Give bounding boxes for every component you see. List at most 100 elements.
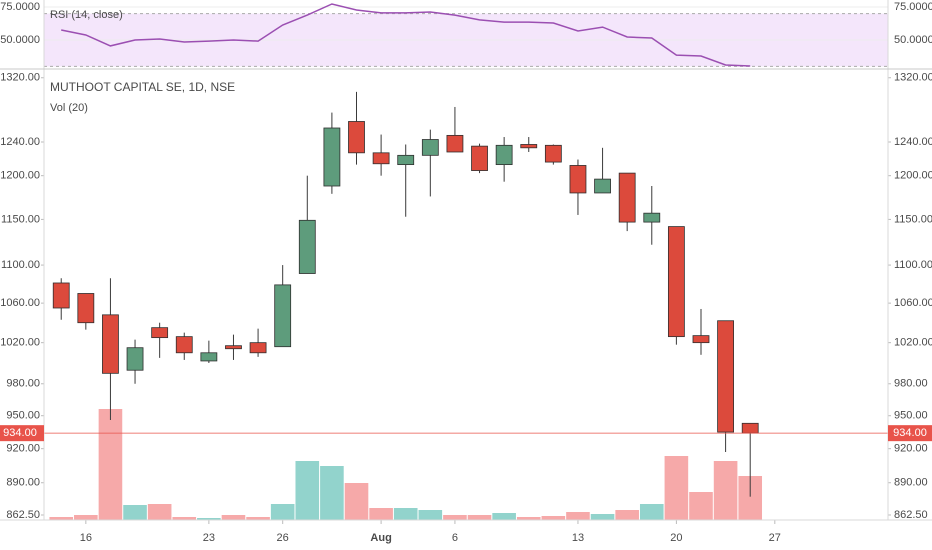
candle-body xyxy=(274,284,292,348)
rsi-label: RSI (14, close) xyxy=(50,9,123,21)
candle-body xyxy=(52,282,70,309)
y-tick-label: 890.00 xyxy=(6,477,40,489)
y-tick-label: 1240.00 xyxy=(0,136,40,148)
y-tick-label: 920.00 xyxy=(894,443,928,455)
x-tick-label: Aug xyxy=(370,532,391,544)
candle-body xyxy=(717,320,734,433)
candle-body xyxy=(200,352,218,362)
last-price-box xyxy=(0,425,44,442)
volume-bar xyxy=(467,515,492,520)
candle-body xyxy=(175,336,193,354)
last-price-box xyxy=(888,425,932,442)
volume-bar xyxy=(197,518,221,520)
volume-bar xyxy=(270,504,295,520)
candle-body xyxy=(77,293,95,324)
rsi-line xyxy=(61,3,751,67)
volume-bar xyxy=(369,508,393,520)
candle-body xyxy=(446,134,464,153)
y-tick-label: 980.00 xyxy=(894,378,928,390)
volume-bar xyxy=(713,461,738,520)
volume-bar xyxy=(344,483,369,520)
y-tick-label: 1240.00 xyxy=(894,136,932,148)
candle-body xyxy=(569,165,587,194)
candle-body xyxy=(102,314,119,374)
volume-label: Vol (20) xyxy=(50,102,88,114)
volume-bar xyxy=(221,515,246,520)
x-tick-label: 6 xyxy=(452,532,458,544)
volume-bar xyxy=(516,517,541,520)
candle-body xyxy=(249,342,267,354)
volume-bar xyxy=(689,492,713,520)
y-tick-label: 890.00 xyxy=(894,477,928,489)
rsi-tick-label: 50.0000 xyxy=(894,34,932,46)
candle-body xyxy=(348,121,365,154)
candle-body xyxy=(397,154,415,166)
x-tick-label: 16 xyxy=(80,532,92,544)
volume-bar xyxy=(172,517,197,520)
candle-body xyxy=(421,139,439,156)
y-tick-label: 1320.00 xyxy=(0,72,40,84)
volume-bar xyxy=(492,513,516,520)
x-tick-label: 26 xyxy=(277,532,289,544)
candle-body xyxy=(594,178,611,194)
last-price-label: 934.00 xyxy=(893,427,927,439)
volume-bar xyxy=(147,504,172,520)
candle-body xyxy=(495,144,513,166)
candle-body xyxy=(667,226,685,338)
y-tick-label: 1020.00 xyxy=(0,337,40,349)
y-tick-label: 1150.00 xyxy=(1,213,40,225)
volume-bar xyxy=(615,510,639,520)
y-tick-label: 1100.00 xyxy=(1,259,40,271)
y-tick-label: 1060.00 xyxy=(0,297,40,309)
y-tick-label: 862.50 xyxy=(894,509,928,521)
candle-body xyxy=(741,422,759,434)
candle-body xyxy=(520,144,538,149)
candle-body xyxy=(618,172,636,223)
volume-bar xyxy=(295,461,320,520)
volume-bar xyxy=(393,508,418,520)
rsi-tick-label: 75.0000 xyxy=(0,1,40,13)
volume-bar xyxy=(664,456,689,520)
volume-bar xyxy=(590,514,615,520)
candle-body xyxy=(471,145,488,171)
volume-bar xyxy=(738,476,763,520)
volume-bar xyxy=(320,466,344,520)
candle-body xyxy=(126,347,144,371)
y-tick-label: 1150.00 xyxy=(894,213,932,225)
volume-bar xyxy=(418,510,443,520)
volume-bar xyxy=(541,516,566,520)
volume-bar xyxy=(566,512,590,520)
volume-bar xyxy=(74,515,98,520)
volume-bar xyxy=(123,505,147,520)
y-tick-label: 1200.00 xyxy=(0,170,40,182)
rsi-tick-label: 50.0000 xyxy=(0,34,40,46)
volume-bar xyxy=(49,517,74,520)
last-price-label: 934.00 xyxy=(3,427,37,439)
x-tick-label: 13 xyxy=(572,532,584,544)
candle-body xyxy=(298,219,316,274)
candle-body xyxy=(225,345,242,350)
y-tick-label: 920.00 xyxy=(6,443,40,455)
x-tick-label: 23 xyxy=(203,532,215,544)
y-tick-label: 1320.00 xyxy=(894,72,932,84)
y-tick-label: 950.00 xyxy=(6,410,40,422)
volume-bar xyxy=(246,517,270,520)
y-tick-label: 950.00 xyxy=(894,410,928,422)
y-tick-label: 1100.00 xyxy=(894,259,932,271)
x-tick-label: 27 xyxy=(769,532,781,544)
candle-body xyxy=(643,212,661,223)
x-tick-label: 20 xyxy=(670,532,682,544)
candle-body xyxy=(544,144,562,163)
candle-body xyxy=(151,327,169,339)
candle-body xyxy=(692,335,710,344)
y-tick-label: 1020.00 xyxy=(894,337,932,349)
volume-bar xyxy=(639,504,664,520)
y-tick-label: 1200.00 xyxy=(894,170,932,182)
volume-bar xyxy=(443,515,467,520)
candle-body xyxy=(323,127,341,187)
y-tick-label: 980.00 xyxy=(6,378,40,390)
y-tick-label: 862.50 xyxy=(6,509,40,521)
volume-bar xyxy=(98,409,123,520)
y-tick-label: 1060.00 xyxy=(894,297,932,309)
